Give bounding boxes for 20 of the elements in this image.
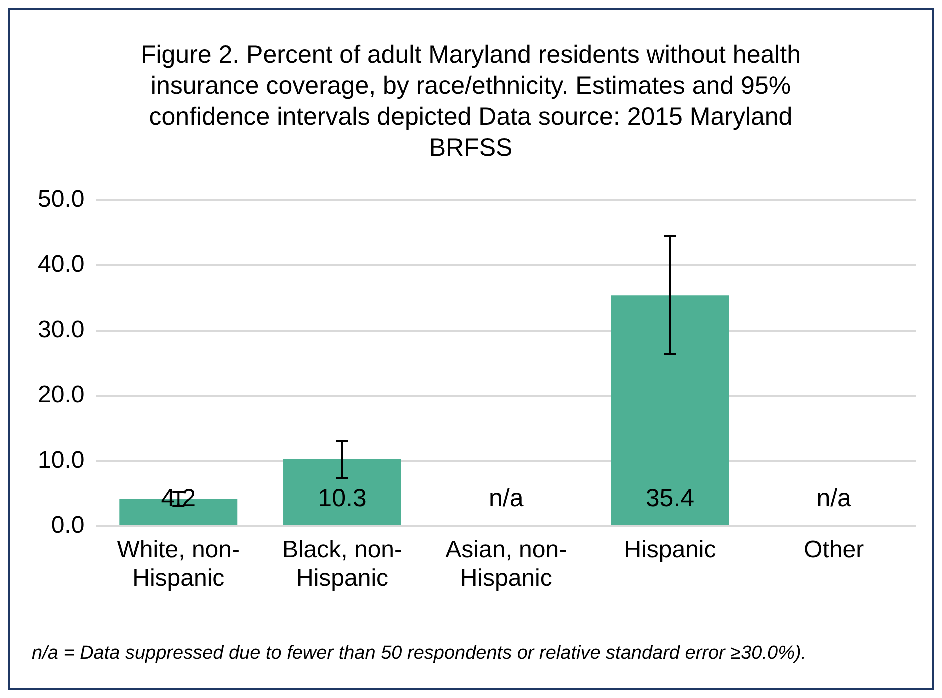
bar: [611, 296, 730, 526]
y-tick-label: 30.0: [38, 316, 85, 344]
data-label: 4.2: [161, 484, 196, 512]
y-tick-label: 40.0: [38, 251, 85, 278]
x-tick-label: Hispanic: [624, 536, 716, 564]
text: n/a = Data suppressed due to fewer than 50 respondents or relative standard error ≥30.0%).: [32, 642, 808, 666]
data-label: 10.3: [318, 484, 367, 512]
x-tick-label: Black, non-Hispanic: [282, 536, 403, 592]
bar: [284, 459, 402, 526]
text: n/a: [816, 484, 852, 512]
y-tick-label: 0.0: [51, 512, 85, 540]
chart-title: Figure 2. Percent of adult Maryland residents without health insurance coverage, by race/ethnicity. Estimates and 95% confidence intervals depicted Data source: 2015 Maryland BRFSS: [140, 40, 802, 164]
text: n/a: [488, 484, 524, 512]
data-label: 35.4: [646, 484, 695, 512]
y-tick-label: 20.0: [38, 382, 85, 409]
x-tick-label: Asian, non-Hispanic: [446, 536, 568, 592]
y-tick-label: 50.0: [38, 186, 85, 214]
y-tick-label: 10.0: [38, 446, 85, 474]
x-tick-label: Other: [804, 536, 864, 564]
x-tick-label: White, non-Hispanic: [117, 536, 240, 592]
